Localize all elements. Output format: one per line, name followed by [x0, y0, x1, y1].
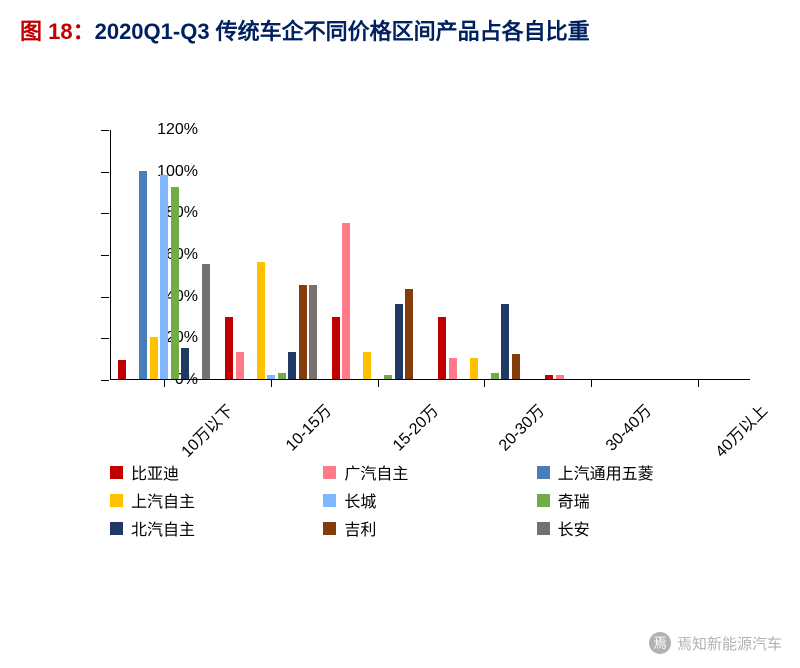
- legend-swatch: [537, 522, 550, 535]
- bar: [342, 223, 350, 379]
- legend-label: 比亚迪: [131, 460, 179, 484]
- bar: [395, 304, 403, 379]
- bar: [491, 373, 499, 379]
- bar: [299, 285, 307, 379]
- chart-title: 图 18：2020Q1-Q3 传统车企不同价格区间产品占各自比重: [0, 0, 800, 54]
- legend: 比亚迪 广汽自主 上汽通用五菱上汽自主 长城 奇瑞北汽自主 吉利 长安: [110, 460, 750, 540]
- bar: [332, 317, 340, 380]
- legend-swatch: [323, 494, 336, 507]
- watermark: 焉 焉知新能源汽车: [649, 632, 782, 654]
- legend-swatch: [537, 494, 550, 507]
- bar: [545, 375, 553, 379]
- legend-item: 北汽自主: [110, 516, 323, 540]
- bar: [501, 304, 509, 379]
- legend-item: 广汽自主: [323, 460, 536, 484]
- legend-label: 奇瑞: [558, 488, 590, 512]
- legend-swatch: [537, 466, 550, 479]
- x-tick-label: 40万以上: [708, 398, 772, 462]
- chart-area: 0%20%40%60%80%100%120% 10万以下10-15万15-20万…: [30, 80, 770, 520]
- legend-swatch: [110, 466, 123, 479]
- title-main: 2020Q1-Q3 传统车企不同价格区间产品占各自比重: [95, 19, 590, 44]
- legend-item: 上汽自主: [110, 488, 323, 512]
- legend-item: 长安: [537, 516, 750, 540]
- x-tick-label: 10万以下: [175, 398, 239, 462]
- legend-label: 上汽自主: [131, 488, 195, 512]
- bar: [309, 285, 317, 379]
- x-tick-label: 15-20万: [385, 398, 442, 455]
- bar: [288, 352, 296, 379]
- bar: [257, 262, 265, 379]
- legend-label: 长城: [344, 488, 376, 512]
- bar: [160, 175, 168, 379]
- bar: [278, 373, 286, 379]
- legend-swatch: [110, 494, 123, 507]
- legend-item: 吉利: [323, 516, 536, 540]
- bar: [181, 348, 189, 379]
- legend-swatch: [323, 522, 336, 535]
- bar: [139, 171, 147, 379]
- legend-label: 广汽自主: [344, 460, 408, 484]
- bar: [470, 358, 478, 379]
- legend-swatch: [110, 522, 123, 535]
- bar: [438, 317, 446, 380]
- bar: [556, 375, 564, 379]
- bar: [363, 352, 371, 379]
- wechat-icon: 焉: [649, 632, 671, 654]
- bar: [150, 337, 158, 379]
- legend-label: 长安: [558, 516, 590, 540]
- x-tick-label: 20-30万: [492, 398, 549, 455]
- bar: [449, 358, 457, 379]
- legend-label: 上汽通用五菱: [558, 460, 654, 484]
- bar: [512, 354, 520, 379]
- bar: [171, 187, 179, 379]
- title-prefix: 图 18：: [20, 19, 95, 44]
- x-tick-label: 30-40万: [599, 398, 656, 455]
- legend-item: 奇瑞: [537, 488, 750, 512]
- bar: [384, 375, 392, 379]
- bar: [405, 289, 413, 379]
- legend-item: 比亚迪: [110, 460, 323, 484]
- bar: [118, 360, 126, 379]
- bar: [202, 264, 210, 379]
- legend-item: 上汽通用五菱: [537, 460, 750, 484]
- x-tick-label: 10-15万: [279, 398, 336, 455]
- watermark-text: 焉知新能源汽车: [677, 633, 782, 654]
- bar: [236, 352, 244, 379]
- bar: [225, 317, 233, 380]
- legend-label: 吉利: [344, 516, 376, 540]
- legend-swatch: [323, 466, 336, 479]
- plot-area: [110, 130, 750, 380]
- legend-label: 北汽自主: [131, 516, 195, 540]
- legend-item: 长城: [323, 488, 536, 512]
